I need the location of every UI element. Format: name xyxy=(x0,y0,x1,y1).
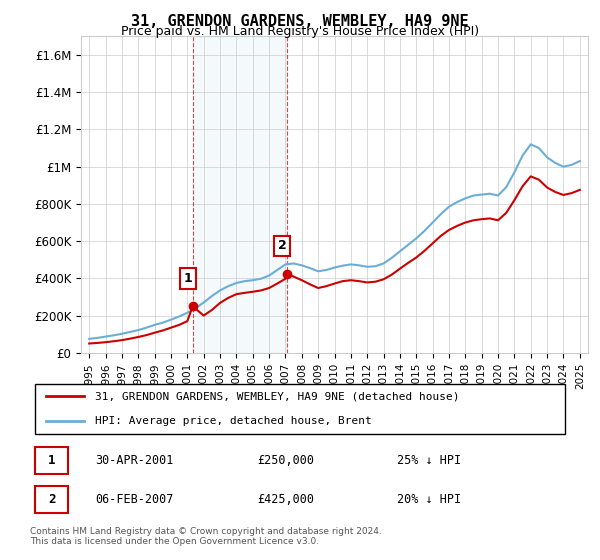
Text: 25% ↓ HPI: 25% ↓ HPI xyxy=(397,454,461,467)
Text: 1: 1 xyxy=(48,454,55,467)
Text: Price paid vs. HM Land Registry's House Price Index (HPI): Price paid vs. HM Land Registry's House … xyxy=(121,25,479,38)
Text: HPI: Average price, detached house, Brent: HPI: Average price, detached house, Bren… xyxy=(95,416,371,426)
Text: Contains HM Land Registry data © Crown copyright and database right 2024.
This d: Contains HM Land Registry data © Crown c… xyxy=(30,526,382,546)
Text: 06-FEB-2007: 06-FEB-2007 xyxy=(95,493,173,506)
Text: 1: 1 xyxy=(184,272,192,285)
Text: 31, GRENDON GARDENS, WEMBLEY, HA9 9NE: 31, GRENDON GARDENS, WEMBLEY, HA9 9NE xyxy=(131,14,469,29)
Bar xyxy=(193,36,287,353)
Text: 30-APR-2001: 30-APR-2001 xyxy=(95,454,173,467)
FancyBboxPatch shape xyxy=(35,486,68,514)
FancyBboxPatch shape xyxy=(35,446,68,474)
Text: 2: 2 xyxy=(278,239,287,253)
Text: 2: 2 xyxy=(48,493,55,506)
Text: £250,000: £250,000 xyxy=(257,454,314,467)
Text: 31, GRENDON GARDENS, WEMBLEY, HA9 9NE (detached house): 31, GRENDON GARDENS, WEMBLEY, HA9 9NE (d… xyxy=(95,391,460,402)
Text: £425,000: £425,000 xyxy=(257,493,314,506)
Text: 20% ↓ HPI: 20% ↓ HPI xyxy=(397,493,461,506)
FancyBboxPatch shape xyxy=(35,384,565,434)
